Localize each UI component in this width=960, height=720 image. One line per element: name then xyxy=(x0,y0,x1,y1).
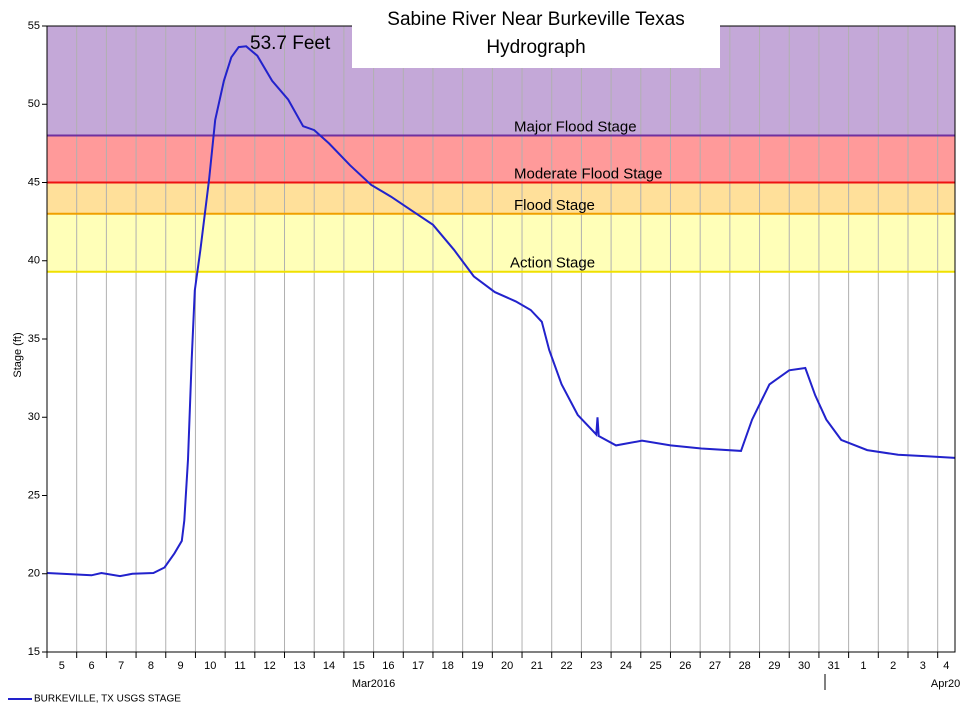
y-tick-label: 45 xyxy=(28,176,40,188)
x-tick-label: 16 xyxy=(382,660,394,672)
x-tick-label: 8 xyxy=(148,660,154,672)
x-tick-label: 19 xyxy=(471,660,483,672)
stage-label: Flood Stage xyxy=(514,197,595,214)
y-tick-label: 20 xyxy=(28,568,40,580)
x-tick-label: 29 xyxy=(768,660,780,672)
x-tick-label: 18 xyxy=(442,660,454,672)
x-tick-label: 23 xyxy=(590,660,602,672)
x-tick-label: 17 xyxy=(412,660,424,672)
x-tick-label: 9 xyxy=(178,660,184,672)
y-tick-label: 50 xyxy=(28,98,40,110)
y-tick-label: 25 xyxy=(28,489,40,501)
stage-band xyxy=(47,182,955,214)
x-tick-label: 7 xyxy=(118,660,124,672)
x-tick-label: 1 xyxy=(860,660,866,672)
peak-annotation: 53.7 Feet xyxy=(250,33,331,54)
month-label: Mar2016 xyxy=(352,678,395,690)
x-tick-label: 15 xyxy=(353,660,365,672)
stage-label: Moderate Flood Stage xyxy=(514,165,662,182)
x-tick-label: 3 xyxy=(920,660,926,672)
stage-label: Major Flood Stage xyxy=(514,119,637,136)
data-line xyxy=(46,45,956,578)
x-tick-label: 22 xyxy=(560,660,572,672)
y-tick-label: 35 xyxy=(28,333,40,345)
legend-label: BURKEVILLE, TX USGS STAGE xyxy=(34,694,181,705)
y-tick-label: 30 xyxy=(28,411,40,423)
y-tick-label: 15 xyxy=(28,646,40,658)
x-tick-label: 10 xyxy=(204,660,216,672)
x-tick-label: 13 xyxy=(293,660,305,672)
title-box xyxy=(352,0,720,68)
x-tick-label: 2 xyxy=(890,660,896,672)
chart-title: Hydrograph xyxy=(486,37,585,58)
x-tick-label: 6 xyxy=(88,660,94,672)
x-tick-label: 25 xyxy=(650,660,662,672)
x-tick-label: 21 xyxy=(531,660,543,672)
y-tick-label: 40 xyxy=(28,255,40,267)
x-tick-label: 14 xyxy=(323,660,335,672)
stage-band xyxy=(47,135,955,183)
x-tick-label: 4 xyxy=(943,660,949,672)
x-tick-label: 24 xyxy=(620,660,632,672)
chart-title: Sabine River Near Burkeville Texas xyxy=(387,9,684,30)
x-tick-label: 31 xyxy=(828,660,840,672)
x-tick-label: 11 xyxy=(234,660,245,672)
month-label: Apr2016 xyxy=(931,678,960,690)
x-tick-label: 12 xyxy=(264,660,276,672)
y-axis-label: Stage (ft) xyxy=(12,332,24,377)
x-tick-label: 5 xyxy=(59,660,65,672)
x-tick-label: 28 xyxy=(739,660,751,672)
x-tick-label: 30 xyxy=(798,660,810,672)
x-tick-label: 20 xyxy=(501,660,513,672)
x-tick-label: 26 xyxy=(679,660,691,672)
x-tick-label: 27 xyxy=(709,660,721,672)
stage-label: Action Stage xyxy=(510,255,595,272)
y-tick-label: 55 xyxy=(28,20,40,32)
